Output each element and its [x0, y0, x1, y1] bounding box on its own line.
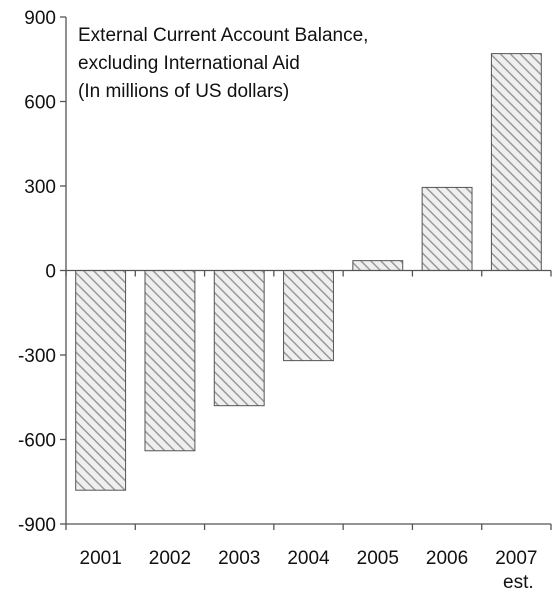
- x-tick-label: 2001: [80, 548, 122, 569]
- chart-title: External Current Account Balance, exclud…: [78, 25, 368, 102]
- axes: [60, 16, 552, 530]
- chart-title-line-1: External Current Account Balance,: [78, 25, 368, 46]
- bar-2007: [490, 53, 542, 272]
- bar-2004: [283, 270, 334, 362]
- bar-2001: [75, 270, 127, 491]
- bar-2003: [213, 270, 265, 407]
- x-tick-label: 2005: [357, 548, 399, 569]
- y-tick-label: 300: [24, 177, 56, 198]
- y-tick-label: 900: [24, 8, 56, 29]
- y-tick-label: 0: [45, 262, 56, 283]
- y-tick-label: 600: [24, 93, 56, 114]
- x-tick-label: 2006: [426, 548, 468, 569]
- bar-2005: [352, 260, 404, 272]
- chart-title-line-3: (In millions of US dollars): [78, 81, 289, 102]
- x-tick-label: 2007: [495, 548, 537, 569]
- bar-2002: [144, 270, 196, 452]
- tick-labels: 900 600 300 0 -300 -600 -900 2001 2002 2003 2004 20…: [18, 8, 538, 593]
- x-tick-label: 2003: [218, 548, 260, 569]
- x-tick-sublabel: est.: [503, 572, 534, 593]
- y-tick-label: -300: [18, 346, 56, 367]
- chart-title-line-2: excluding International Aid: [78, 53, 300, 74]
- x-tick-label: 2004: [287, 548, 330, 569]
- x-tick-label: 2002: [149, 548, 191, 569]
- bar-2006: [421, 186, 473, 271]
- y-tick-label: -600: [18, 431, 56, 452]
- y-tick-label: -900: [18, 515, 56, 536]
- bars-layer: [75, 53, 542, 491]
